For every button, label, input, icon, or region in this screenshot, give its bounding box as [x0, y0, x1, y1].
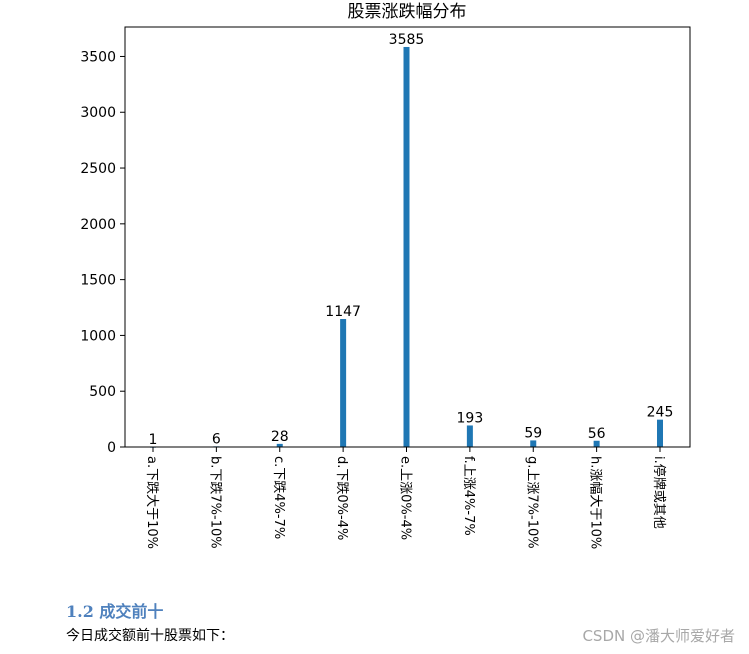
x-tick-label: e.上涨0%-4%	[398, 456, 413, 540]
x-tick-label: c.下跌4%-7%	[271, 456, 287, 539]
y-tick-label: 1500	[80, 273, 116, 289]
y-tick-label: 3000	[80, 105, 116, 121]
bar	[276, 443, 283, 447]
x-tick-label: i.停牌或其他	[651, 456, 667, 529]
data-label: 1147	[325, 304, 361, 320]
y-tick-label: 2500	[80, 161, 116, 177]
data-label: 3585	[389, 32, 425, 48]
x-axis: a.下跌大于10% b.下跌7%-10% c.下跌4%-7% d.下跌0%-4% e.上…	[144, 447, 667, 549]
bar	[657, 419, 663, 447]
bars-layer: 1 6 28 1147 3585 193 59 56 245	[149, 32, 674, 448]
section-paragraph: 今日成交额前十股票如下：	[66, 628, 234, 644]
data-label: 59	[524, 425, 542, 441]
x-tick-label: h.涨幅大于10%	[588, 456, 603, 549]
bar	[403, 46, 410, 448]
data-label: 56	[588, 426, 606, 442]
x-tick-label: g.上涨7%-10%	[524, 456, 539, 549]
x-tick-label: d.下跌0%-4%	[334, 456, 350, 540]
y-axis: 0 500 1000 1500 2000 2500 3000 3500	[80, 49, 125, 456]
y-tick-label: 500	[89, 384, 116, 400]
chart-title: 股票涨跌幅分布	[348, 2, 467, 22]
data-label: 193	[457, 410, 484, 426]
bar-chart: 股票涨跌幅分布 1 6 28 1147 3585 193 59 56 245 0 500 1000 1…	[80, 2, 691, 549]
y-tick-label: 1000	[80, 328, 116, 344]
section-heading: 1.2 成交前十	[66, 602, 164, 621]
y-tick-label: 3500	[80, 49, 116, 65]
bar	[466, 425, 473, 447]
data-label: 1	[149, 432, 158, 448]
data-label: 6	[212, 431, 221, 447]
data-label: 28	[271, 429, 289, 445]
x-tick-label: b.下跌7%-10%	[207, 456, 223, 549]
plot-frame	[124, 26, 691, 448]
bar	[593, 440, 600, 447]
csdn-watermark: CSDN @潘大师爱好者	[582, 627, 735, 645]
y-tick-label: 2000	[80, 217, 116, 233]
bar	[530, 440, 537, 447]
y-tick-label: 0	[107, 440, 116, 456]
x-tick-label: f.上涨4%-7%	[461, 456, 476, 536]
bar	[340, 319, 347, 447]
data-label: 245	[647, 405, 674, 421]
x-tick-label: a.下跌大于10%	[144, 456, 160, 549]
